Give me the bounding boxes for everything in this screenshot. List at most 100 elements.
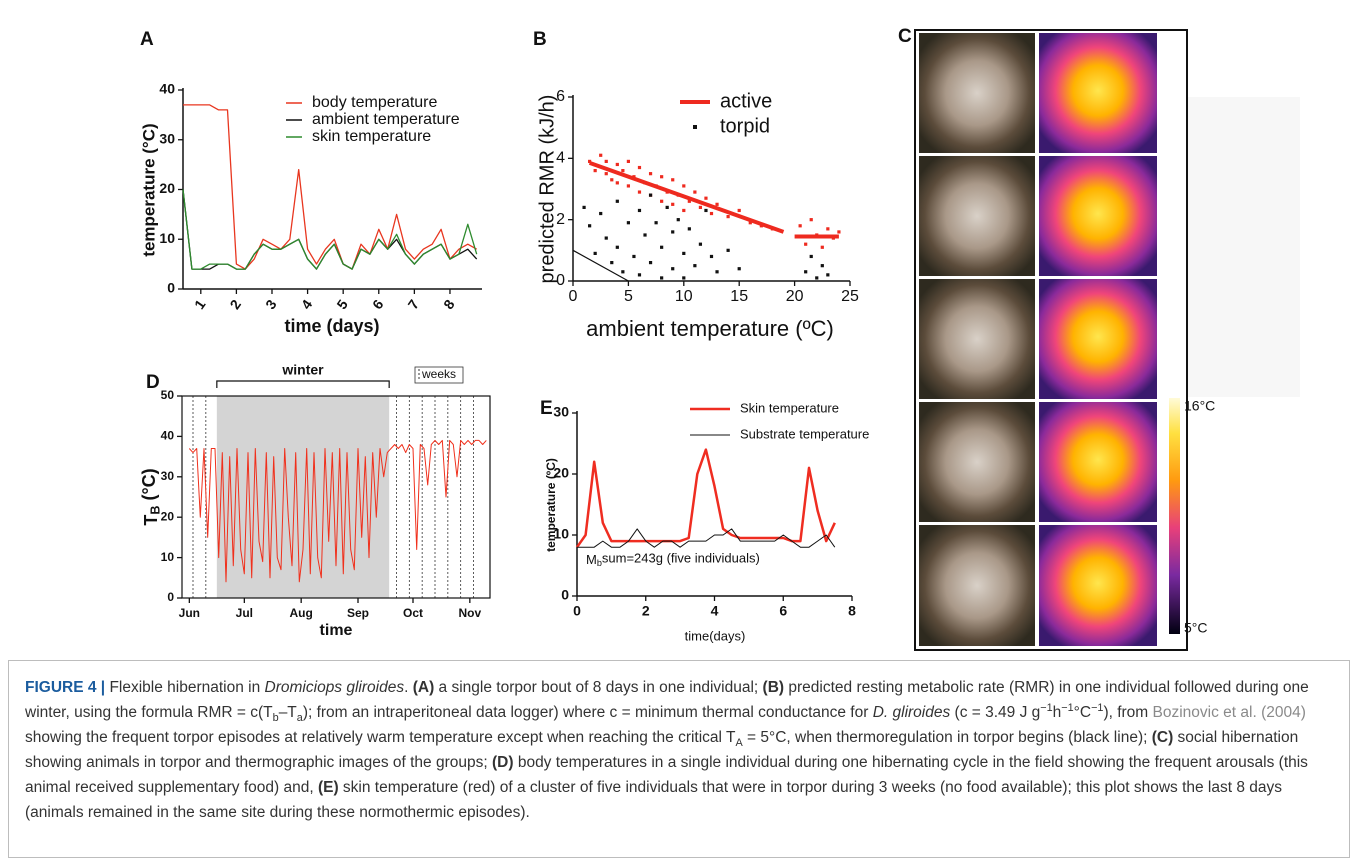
- scatter-point: [704, 209, 707, 212]
- caption-text: (A): [413, 679, 435, 696]
- x-tick-label: 5: [624, 288, 633, 305]
- scatter-point: [638, 209, 641, 212]
- scatter-point: [638, 190, 641, 193]
- y-tick-label: 30: [161, 469, 175, 483]
- legend-label: body temperature: [312, 94, 438, 111]
- scatter-point: [605, 160, 608, 163]
- scatter-point: [715, 270, 718, 273]
- scatter-point: [649, 194, 652, 197]
- scatter-point: [671, 203, 674, 206]
- y-tick-label: 20: [159, 180, 175, 196]
- scatter-point: [594, 252, 597, 255]
- caption-text: A: [736, 737, 743, 749]
- data-line: [183, 190, 477, 270]
- scatter-point: [810, 218, 813, 221]
- colorbar: [1169, 398, 1180, 634]
- scatter-point: [727, 215, 730, 218]
- scatter-point: [715, 203, 718, 206]
- scatter-point: [649, 261, 652, 264]
- scatter-point: [594, 169, 597, 172]
- caption-text: (D): [492, 754, 514, 771]
- page: {"chart_data": [ {"type": "line", "panel…: [0, 0, 1358, 866]
- legend-label: Skin temperature: [740, 400, 839, 415]
- x-tick-label: 2: [227, 296, 245, 312]
- panel-label: D: [146, 372, 160, 393]
- reference-link[interactable]: Bozinovic et al. (2004): [1153, 704, 1306, 721]
- photo: [919, 156, 1035, 276]
- scatter-point: [693, 264, 696, 267]
- scatter-point: [582, 206, 585, 209]
- scatter-point: [666, 206, 669, 209]
- scatter-point: [621, 270, 624, 273]
- y-tick-label: 10: [159, 230, 175, 246]
- legend-label: ambient temperature: [312, 111, 460, 128]
- scatter-point: [616, 246, 619, 249]
- annotation-part: M: [586, 552, 597, 567]
- panel-label: B: [533, 29, 547, 50]
- x-axis-label: time(days): [685, 628, 746, 643]
- scatter-point: [627, 160, 630, 163]
- x-tick-label: 5: [333, 296, 351, 312]
- week-legend-label: weeks: [421, 367, 456, 381]
- x-tick-label: 7: [405, 296, 423, 312]
- scatter-point: [738, 209, 741, 212]
- scatter-point: [621, 169, 624, 172]
- scatter-point: [649, 172, 652, 175]
- panel-c: 16°C 5°C C: [898, 26, 1300, 650]
- caption-text: (C): [1152, 729, 1174, 746]
- caption-text: (c = 3.49 J g: [950, 704, 1040, 721]
- x-tick-label: 20: [786, 288, 804, 305]
- x-tick-label: 8: [440, 296, 458, 312]
- caption-text: D. gliroides: [873, 704, 951, 721]
- x-tick-label: 1: [191, 296, 209, 312]
- scatter-point: [627, 184, 630, 187]
- x-tick-label: 6: [779, 603, 787, 619]
- caption-text: °C: [1074, 704, 1091, 721]
- scatter-point: [682, 276, 685, 279]
- annotation: Mbsum=243g (five individuals): [586, 551, 760, 569]
- caption-text: (B): [763, 679, 785, 696]
- scatter-point: [643, 233, 646, 236]
- data-line: [577, 450, 835, 548]
- scatter-point: [810, 255, 813, 258]
- caption-text: a single torpor bout of 8 days in one in…: [434, 679, 762, 696]
- x-tick-label: Jun: [179, 606, 200, 620]
- panel-label: A: [140, 29, 154, 50]
- scatter-point: [727, 249, 730, 252]
- caption-text: h: [1053, 704, 1062, 721]
- caption-text: –T: [279, 704, 297, 721]
- scatter-point: [610, 178, 613, 181]
- scatter-point: [660, 200, 663, 203]
- scatter-point: [799, 224, 802, 227]
- x-tick-label: 8: [848, 603, 856, 619]
- scatter-point: [815, 276, 818, 279]
- y-tick-label: 10: [161, 550, 175, 564]
- scatter-point: [710, 255, 713, 258]
- y-axis-label: TB (°C): [139, 468, 163, 525]
- scatter-point: [704, 197, 707, 200]
- thermal-image: [1039, 279, 1157, 399]
- legend-label: active: [720, 90, 772, 112]
- legend-label: Substrate temperature: [740, 426, 869, 441]
- y-tick-label: 0: [561, 587, 569, 603]
- scatter-point: [677, 218, 680, 221]
- y-tick-label: 30: [553, 404, 569, 420]
- caption-text: ), from: [1103, 704, 1152, 721]
- x-tick-label: 4: [711, 603, 719, 619]
- scatter-point: [599, 154, 602, 157]
- caption-text: (E): [318, 779, 339, 796]
- caption-text: ); from an intraperitoneal data logger) …: [303, 704, 873, 721]
- data-line: [183, 190, 477, 270]
- x-tick-label: Nov: [458, 606, 481, 620]
- x-tick-label: Aug: [290, 606, 313, 620]
- caption-text: Flexible hibernation in: [105, 679, 264, 696]
- scatter-point: [682, 184, 685, 187]
- y-tick-label: 40: [161, 429, 175, 443]
- y-tick-label: 50: [161, 388, 175, 402]
- scatter-point: [655, 221, 658, 224]
- scatter-point: [837, 230, 840, 233]
- y-tick-label: 30: [159, 130, 175, 146]
- photo-column: [919, 33, 1035, 646]
- figure-number: FIGURE 4 |: [25, 679, 105, 696]
